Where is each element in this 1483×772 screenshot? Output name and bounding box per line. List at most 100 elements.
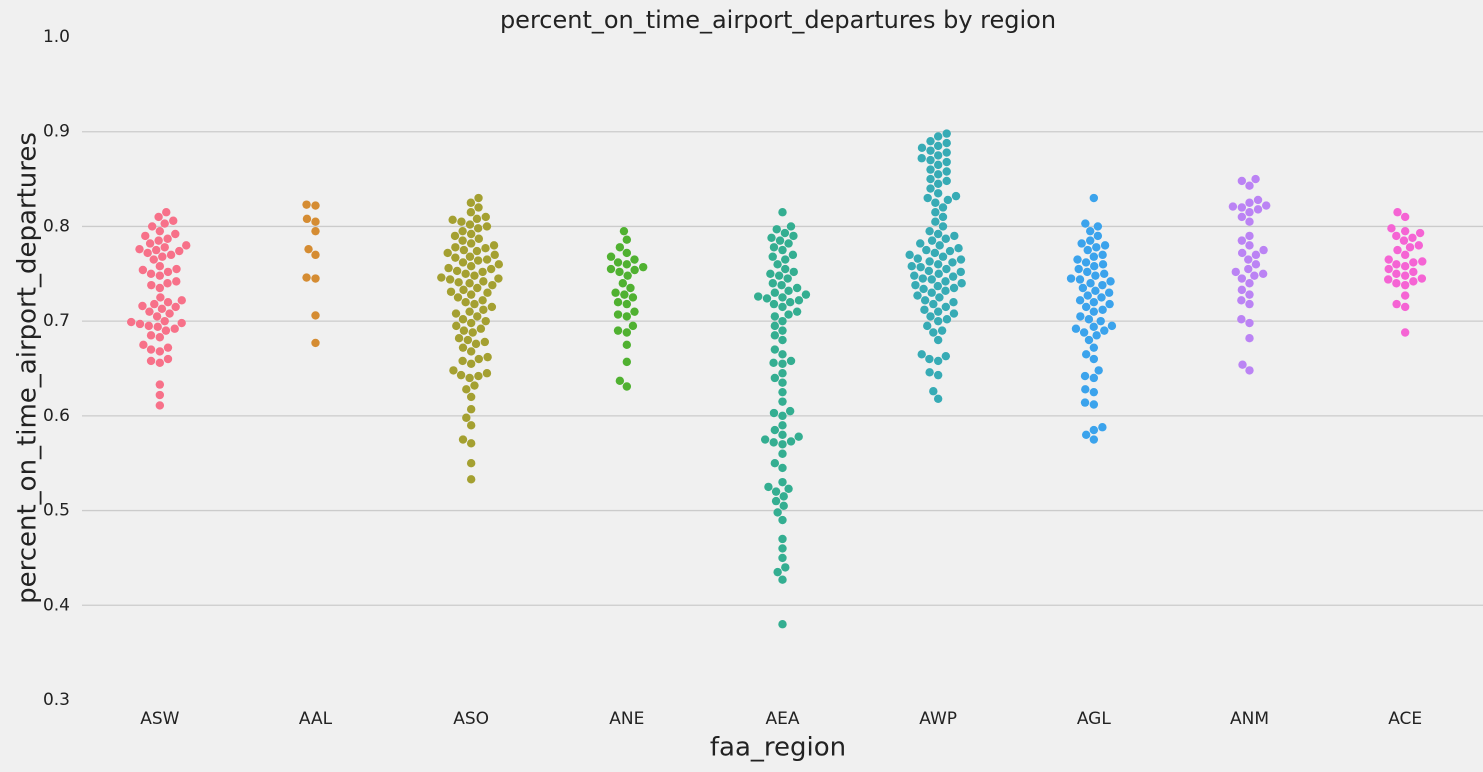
dot bbox=[942, 157, 951, 167]
dot bbox=[917, 143, 927, 153]
dot bbox=[454, 333, 464, 343]
dot bbox=[1091, 286, 1100, 296]
dot bbox=[481, 316, 490, 326]
dot bbox=[466, 405, 476, 414]
dot bbox=[1081, 350, 1091, 359]
dot bbox=[949, 298, 958, 307]
dot bbox=[451, 309, 461, 318]
dot bbox=[311, 226, 320, 236]
dot bbox=[482, 255, 492, 264]
dot bbox=[1089, 322, 1098, 332]
dot bbox=[1084, 335, 1094, 345]
dot bbox=[931, 198, 940, 207]
dot bbox=[155, 333, 165, 342]
dot bbox=[770, 459, 780, 468]
dot bbox=[929, 328, 938, 337]
dot bbox=[1400, 328, 1410, 337]
dot bbox=[780, 228, 790, 238]
dot bbox=[1245, 231, 1254, 241]
dot bbox=[910, 271, 919, 280]
dot bbox=[1089, 373, 1099, 383]
dot bbox=[1251, 174, 1260, 184]
dot bbox=[450, 231, 460, 241]
x-tick-label: ACE bbox=[1388, 709, 1422, 729]
dot bbox=[466, 318, 476, 328]
dot bbox=[778, 449, 787, 458]
dot bbox=[1245, 208, 1254, 217]
dot bbox=[933, 229, 943, 239]
dot bbox=[1400, 250, 1410, 260]
dot bbox=[1099, 269, 1109, 278]
dot bbox=[933, 170, 943, 179]
dot bbox=[1415, 228, 1425, 238]
dot bbox=[163, 343, 173, 352]
dot bbox=[478, 296, 487, 305]
dot bbox=[925, 354, 934, 364]
dot bbox=[1100, 241, 1110, 250]
dot bbox=[490, 250, 499, 260]
dot bbox=[933, 394, 943, 404]
dot bbox=[146, 331, 156, 340]
dot bbox=[938, 212, 948, 222]
dot bbox=[304, 244, 313, 254]
dot bbox=[153, 322, 162, 332]
dot bbox=[1089, 425, 1099, 435]
dot bbox=[926, 312, 935, 321]
x-axis-label: faa_region bbox=[710, 733, 846, 763]
dot bbox=[1253, 205, 1263, 214]
dot bbox=[778, 208, 787, 217]
dot bbox=[1237, 274, 1247, 283]
dot bbox=[613, 298, 623, 307]
dot bbox=[929, 387, 938, 396]
dot bbox=[923, 193, 932, 203]
dot bbox=[778, 397, 787, 406]
dot bbox=[784, 310, 793, 319]
dot bbox=[770, 312, 780, 321]
dot bbox=[1098, 423, 1107, 432]
dot bbox=[778, 359, 787, 368]
dot bbox=[1097, 293, 1106, 302]
dot bbox=[1237, 203, 1247, 212]
dot bbox=[1237, 248, 1247, 258]
dot bbox=[459, 245, 469, 255]
dot bbox=[611, 288, 620, 297]
dot bbox=[933, 132, 943, 141]
dot bbox=[622, 260, 632, 269]
dot bbox=[1409, 258, 1418, 267]
dot bbox=[913, 254, 923, 263]
dot bbox=[1083, 291, 1092, 300]
dot bbox=[779, 501, 788, 511]
dot bbox=[606, 264, 616, 274]
dot bbox=[474, 371, 483, 381]
dot bbox=[943, 195, 953, 205]
dot bbox=[778, 245, 787, 255]
dot bbox=[138, 301, 147, 311]
dot bbox=[1089, 435, 1099, 444]
dot bbox=[613, 310, 623, 319]
x-tick-label: ASO bbox=[453, 709, 489, 729]
dot bbox=[622, 357, 632, 367]
dot bbox=[937, 326, 947, 335]
dot bbox=[628, 321, 638, 331]
dot bbox=[753, 292, 763, 301]
dot bbox=[1393, 208, 1402, 217]
dot bbox=[778, 369, 787, 378]
dot bbox=[1245, 290, 1254, 299]
dot bbox=[949, 309, 959, 318]
x-tick-label: ANM bbox=[1230, 709, 1269, 729]
dot bbox=[479, 277, 488, 286]
dot bbox=[466, 208, 476, 217]
dot bbox=[1417, 274, 1427, 283]
dot bbox=[1105, 299, 1114, 309]
dot bbox=[1259, 245, 1268, 255]
dot bbox=[1384, 264, 1393, 274]
dot bbox=[622, 328, 632, 337]
dot bbox=[777, 280, 786, 290]
dot bbox=[444, 263, 453, 273]
dot bbox=[781, 264, 790, 274]
dot bbox=[1258, 269, 1268, 278]
dot bbox=[1414, 241, 1424, 250]
dot bbox=[302, 214, 312, 224]
dot bbox=[166, 250, 176, 260]
